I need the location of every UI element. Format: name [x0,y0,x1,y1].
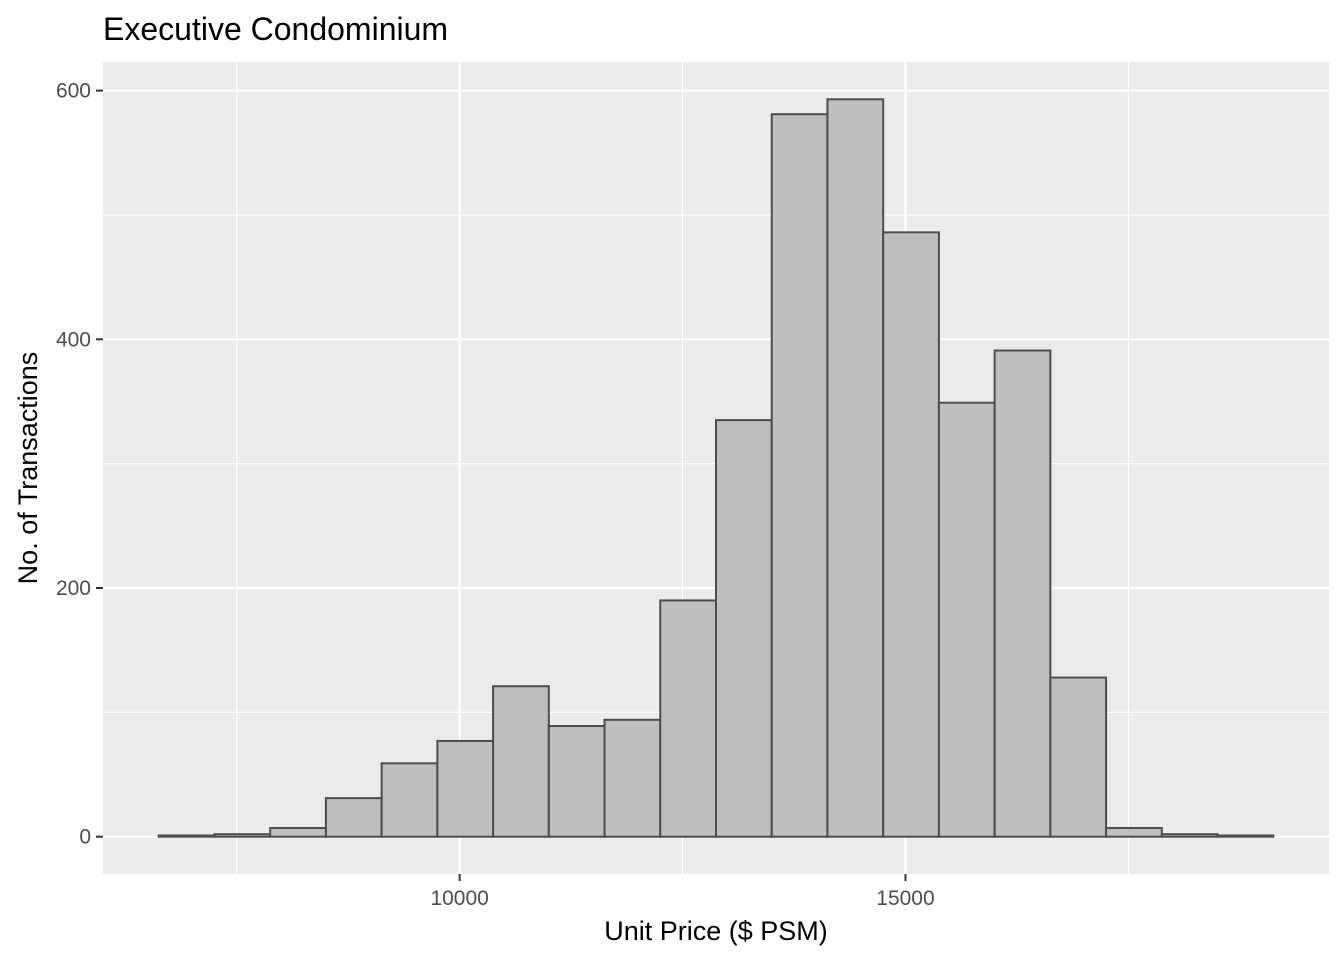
y-axis: 0 200 400 600 [56,80,103,849]
histogram-bar [269,826,327,838]
y-tick-label: 600 [56,80,91,103]
histogram-bar [547,725,606,838]
histogram-bar [157,834,216,838]
histogram-bar [213,833,272,838]
chart-title: Executive Condominium [103,11,448,47]
histogram-bar [380,762,439,838]
histogram-bar [1105,826,1163,838]
histogram-bar [993,349,1052,838]
x-tick-label: 10000 [430,887,488,910]
y-axis-title: No. of Transactions [13,352,43,585]
y-tick-label: 200 [56,577,91,600]
histogram-bar [1216,834,1275,838]
histogram-bar [1160,833,1219,838]
x-axis: 10000 15000 [430,874,935,910]
histogram-bar [937,401,996,838]
histogram-bar [436,739,495,838]
histogram-bar [324,797,383,838]
histogram-bar [659,599,717,838]
histogram-bar [715,419,773,838]
histogram-bar [603,718,662,838]
histogram-bar [826,98,885,838]
histogram-bar [882,231,940,838]
x-axis-title: Unit Price ($ PSM) [604,916,828,946]
y-tick-label: 0 [79,826,91,849]
x-tick-label: 15000 [876,887,934,910]
histogram-bar [492,685,550,838]
y-tick-label: 400 [56,328,91,351]
histogram-bar [770,113,829,838]
histogram-bar [1049,676,1108,838]
histogram-bars [157,98,1275,838]
